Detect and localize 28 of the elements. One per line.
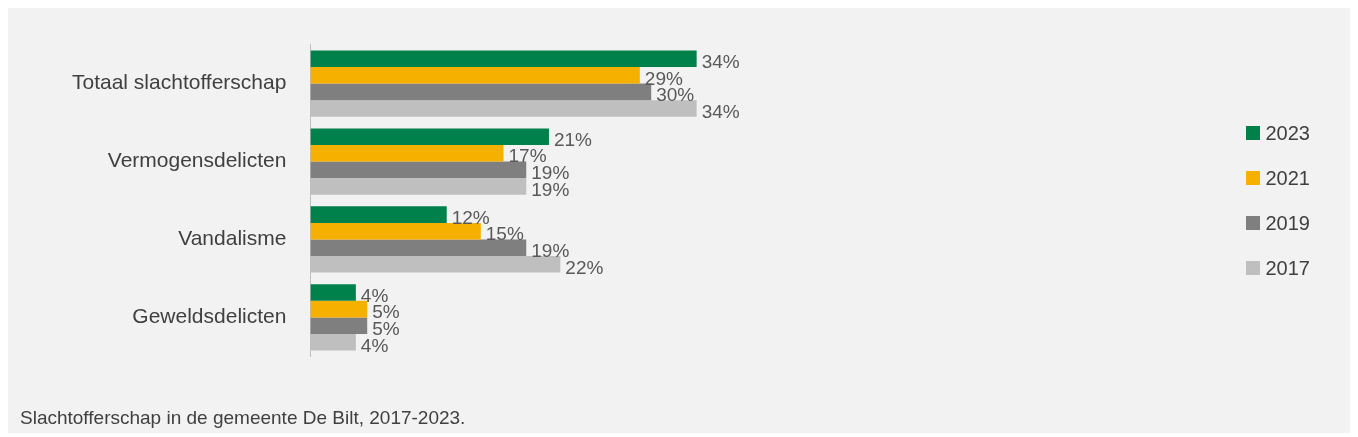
bar — [310, 161, 527, 179]
data-label: 34% — [701, 100, 740, 122]
y-tick-label: Geweldsdelicten — [132, 304, 287, 328]
bar — [310, 333, 356, 351]
bar — [310, 317, 368, 334]
bar — [310, 178, 527, 195]
bar — [310, 83, 652, 101]
bar — [310, 50, 697, 68]
y-tick-label: Vermogensdelicten — [107, 148, 287, 172]
bar — [310, 300, 368, 318]
y-tick-label: Totaal slachtofferschap — [71, 70, 287, 94]
bar — [310, 239, 527, 257]
data-label: 34% — [701, 50, 740, 72]
bar — [310, 284, 356, 301]
legend-label: 2021 — [1265, 166, 1310, 190]
bar — [310, 67, 640, 84]
bar — [310, 144, 504, 162]
bar — [310, 256, 561, 273]
y-tick-label: Vandalisme — [178, 226, 287, 250]
bar — [310, 206, 447, 223]
bar — [310, 222, 481, 240]
legend-label: 2023 — [1265, 121, 1310, 145]
bar — [310, 128, 549, 145]
text: Slachtofferschap in de gemeente De Bilt, 2017-2023. — [19, 406, 467, 430]
legend-label: 2017 — [1265, 256, 1310, 280]
legend-label: 2019 — [1265, 211, 1310, 235]
data-label: 21% — [553, 128, 593, 150]
bar — [310, 100, 697, 117]
